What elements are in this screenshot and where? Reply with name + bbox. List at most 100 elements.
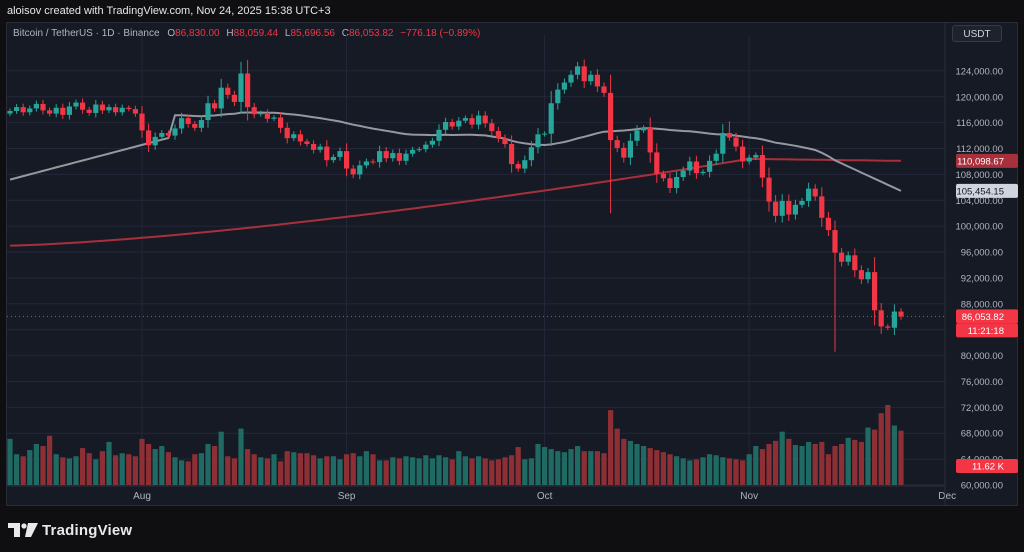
creator-text: aloisov created with TradingView.com, No… <box>7 5 331 17</box>
volume-bar <box>779 431 785 485</box>
candle-body <box>185 118 191 124</box>
volume-bar <box>608 410 614 485</box>
volume-bar <box>594 451 600 485</box>
y-tick-label: 116,000.00 <box>956 118 1003 129</box>
volume-bar <box>819 441 825 485</box>
volume-bar <box>218 431 224 485</box>
volume-bar <box>238 428 244 485</box>
volume-bar <box>482 458 488 485</box>
chart-frame[interactable] <box>6 22 1018 506</box>
volume-bar <box>555 451 561 485</box>
candle-body <box>297 134 303 142</box>
candle-body <box>753 155 759 158</box>
brand-name: TradingView <box>42 521 133 539</box>
close-label: C <box>341 28 349 39</box>
candle-body <box>839 252 845 262</box>
volume-bar <box>350 453 356 485</box>
change-value: −776.18 (−0.89%) <box>400 28 481 39</box>
volume-bar <box>733 459 739 485</box>
candle-body <box>476 115 482 125</box>
candle-body <box>687 161 693 171</box>
volume-bar <box>898 430 904 485</box>
volume-bar <box>588 451 594 485</box>
symbol-name[interactable]: Bitcoin / TetherUS · 1D · Binance <box>13 28 160 39</box>
candle-body <box>832 230 838 253</box>
volume-bar <box>179 460 185 485</box>
candle-body <box>819 196 825 218</box>
candle-body <box>179 118 185 129</box>
volume-bar <box>410 457 416 485</box>
volume-bar <box>271 454 277 485</box>
volume-bar <box>707 454 713 485</box>
volume-bar <box>278 461 284 485</box>
volume-bar <box>337 459 343 485</box>
candle-body <box>792 204 798 215</box>
volume-bar <box>522 459 528 485</box>
y-tick-label: 72,000.00 <box>961 403 1003 414</box>
volume-bar <box>258 457 264 485</box>
volume-bar <box>377 460 383 485</box>
candle-body <box>726 133 732 138</box>
volume-bar <box>205 443 211 485</box>
candle-body <box>707 160 713 172</box>
candle-body <box>132 109 138 114</box>
volume-bar <box>423 455 429 485</box>
volume-bar <box>27 450 33 485</box>
volume-bar <box>700 457 706 485</box>
candle-body <box>647 127 653 153</box>
candle-body <box>482 115 488 124</box>
candle-body <box>462 118 468 121</box>
candle-body <box>304 141 310 144</box>
candle-body <box>192 123 198 128</box>
candle-body <box>139 113 145 131</box>
candle-body <box>700 171 706 174</box>
volume-bar <box>773 440 779 485</box>
candle-body <box>812 188 818 197</box>
ma-short-badge-bg <box>956 183 1018 198</box>
candle-body <box>410 149 416 154</box>
volume-bar <box>297 453 303 485</box>
volume-bar <box>746 454 752 485</box>
candle-body <box>416 149 422 151</box>
candle-body <box>357 165 363 175</box>
y-tick-label: 92,000.00 <box>961 273 1003 284</box>
volume-bar <box>165 452 171 485</box>
y-tick-label: 108,000.00 <box>955 170 1003 181</box>
candle-body <box>198 120 204 128</box>
volume-bar <box>40 446 46 485</box>
volume-bar <box>634 443 640 485</box>
candle-body <box>324 146 330 161</box>
y-tick-label: 60,000.00 <box>961 481 1003 492</box>
candle-body <box>172 128 178 136</box>
volume-bar <box>878 413 884 485</box>
currency-button[interactable]: USDT <box>952 25 1002 42</box>
low-label: L <box>284 28 291 39</box>
volume-bar <box>462 456 468 485</box>
y-tick-label: 100,000.00 <box>955 222 1003 233</box>
tradingview-brand[interactable]: TradingView <box>8 519 132 541</box>
volume-bar <box>443 457 449 485</box>
volume-bar <box>172 457 178 485</box>
volume-bar <box>113 455 119 485</box>
volume-bar <box>885 405 891 485</box>
volume-bar <box>469 458 475 485</box>
candle-body <box>515 164 521 169</box>
volume-bar <box>825 454 831 485</box>
candle-body <box>759 155 765 178</box>
volume-bar <box>60 457 66 485</box>
volume-bar <box>264 458 270 485</box>
candle-body <box>443 122 449 130</box>
volume-bar <box>693 459 699 485</box>
volume-bar <box>509 455 515 485</box>
candle-body <box>251 107 257 115</box>
candle-body <box>555 89 561 104</box>
candle-body <box>575 66 581 75</box>
candle-body <box>568 74 574 83</box>
volume-bar <box>766 443 772 485</box>
candle-body <box>33 103 39 109</box>
candle-body <box>86 109 92 113</box>
y-tick-label: 120,000.00 <box>955 92 1003 103</box>
volume-bar <box>245 449 251 485</box>
candle-body <box>489 123 495 132</box>
